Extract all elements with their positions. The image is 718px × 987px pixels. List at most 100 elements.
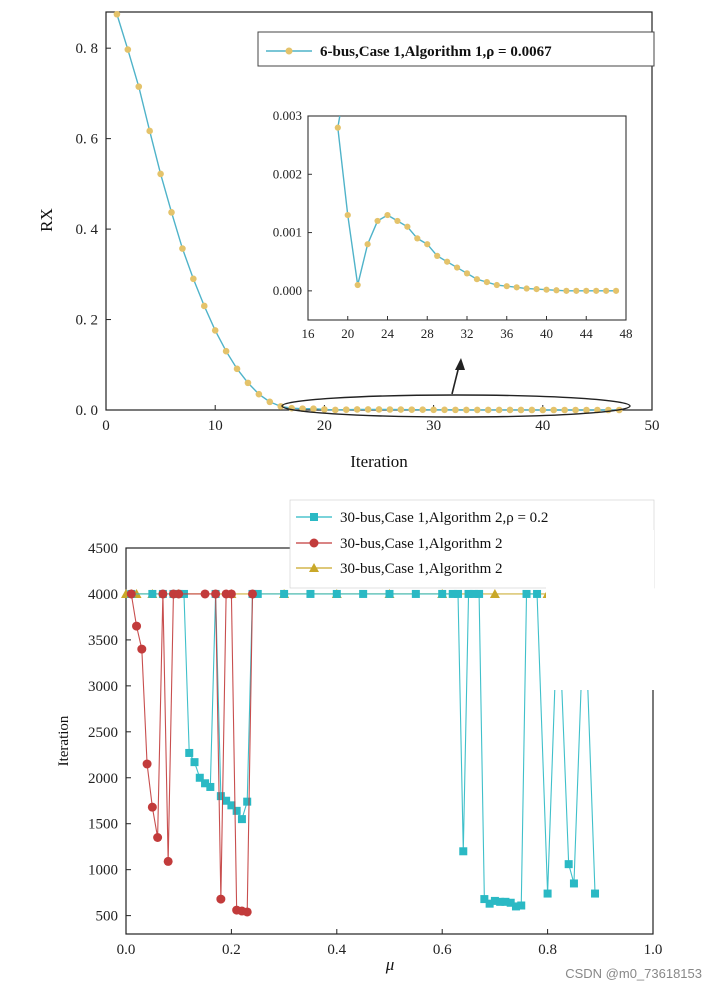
bottom-data-point-triangle xyxy=(489,588,500,598)
bottom-data-point-square xyxy=(448,589,457,598)
top-data-point xyxy=(583,406,590,414)
bottom-data-point-square xyxy=(222,796,231,805)
top-data-point xyxy=(386,406,394,413)
bottom-data-point-circle xyxy=(200,589,210,599)
bottom-data-point-square xyxy=(480,895,489,904)
watermark: CSDN @m0_73618153 xyxy=(565,966,702,981)
inset-data-point xyxy=(493,281,500,289)
bottom-data-point-square xyxy=(206,782,215,791)
top-legend-label: 6-bus,Case 1,Algorithm 1,ρ = 0.0067 xyxy=(320,44,552,60)
bottom-data-point-square xyxy=(232,806,241,815)
top-data-point xyxy=(200,302,208,310)
top-data-point xyxy=(364,406,372,413)
inset-data-point xyxy=(553,287,560,294)
inset-y-tick-label: 0.000 xyxy=(273,283,302,298)
top-x-tick-label: 50 xyxy=(645,418,660,434)
inset-series-group xyxy=(334,115,620,294)
inset-data-point xyxy=(543,286,550,293)
inset-data-point xyxy=(453,264,461,271)
inset-x-tick-label: 20 xyxy=(341,326,354,341)
top-data-point xyxy=(124,46,132,53)
top-data-point xyxy=(419,406,426,414)
top-data-point xyxy=(550,406,558,414)
inset-y-tick-label: 0.002 xyxy=(273,166,302,181)
bottom-y-tick-label: 500 xyxy=(96,909,119,925)
bottom-data-point-square xyxy=(411,589,420,598)
legend-mask xyxy=(546,530,654,690)
legend-marker-square xyxy=(310,513,318,521)
top-data-point xyxy=(190,275,197,283)
bottom-series-group xyxy=(121,588,600,917)
bottom-data-point-square xyxy=(237,815,246,824)
inset-data-point xyxy=(513,284,520,291)
bottom-data-point-square xyxy=(201,779,210,788)
top-chart: 0. 0 0. 2 0. 4 0. 6 0. 8 0 10 20 30 40 50 RX Iter… xyxy=(37,10,660,471)
inset-x-tick-label: 28 xyxy=(421,326,434,341)
top-data-point xyxy=(495,406,503,414)
bottom-x-tick-label: 0.0 xyxy=(117,942,136,958)
bottom-data-point-square xyxy=(591,889,600,898)
top-y-tick-label: 0. 0 xyxy=(76,403,99,419)
top-data-point xyxy=(299,405,306,412)
inset-x-tick-label: 36 xyxy=(500,326,514,341)
bottom-y-tick-label: 4000 xyxy=(88,587,118,603)
bottom-data-point-square xyxy=(543,889,552,898)
inset-x-tick-label: 32 xyxy=(461,326,474,341)
inset-data-point xyxy=(394,217,401,225)
bottom-y-tick-label: 2500 xyxy=(88,725,118,741)
legend-label-1: 30-bus,Case 1,Algorithm 2,ρ = 0.2 xyxy=(340,510,548,526)
inset-data-point xyxy=(583,287,590,294)
bottom-data-point-circle xyxy=(126,589,136,599)
top-data-point xyxy=(255,390,263,398)
bottom-data-point-square xyxy=(148,589,157,598)
top-data-point xyxy=(539,406,547,414)
bottom-data-point-square xyxy=(227,801,236,810)
top-data-point xyxy=(561,406,568,414)
inset-data-point xyxy=(612,287,620,294)
inset-y-ticks: 0.000 0.001 0.002 0.003 xyxy=(273,108,312,298)
inset-data-point xyxy=(483,279,490,286)
inset-data-point xyxy=(603,287,610,294)
top-data-point xyxy=(430,406,437,414)
bottom-data-point-square xyxy=(533,589,542,598)
bottom-data-point-circle xyxy=(132,621,142,631)
inset-chart: 0.000 0.001 0.002 0.003 16 20 24 28 32 36 40 44 48 xyxy=(273,108,633,341)
inset-y-tick-label: 0.001 xyxy=(273,225,302,240)
top-data-point xyxy=(441,406,448,414)
bottom-data-point-square xyxy=(459,847,468,856)
top-data-point xyxy=(517,406,525,414)
inset-data-point xyxy=(563,287,570,294)
bottom-data-point-circle xyxy=(142,759,152,769)
top-data-point xyxy=(135,83,143,90)
top-y-tick-label: 0. 4 xyxy=(76,222,99,238)
legend-label-3: 30-bus,Case 1,Algorithm 2 xyxy=(340,561,503,577)
bottom-data-point-circle xyxy=(247,589,257,599)
bottom-y-tick-label: 1000 xyxy=(88,863,118,879)
top-data-point xyxy=(244,379,252,387)
inset-data-point xyxy=(593,287,600,294)
top-data-point xyxy=(266,398,274,406)
top-y-tick-label: 0. 2 xyxy=(76,313,99,329)
bottom-y-tick-label: 1500 xyxy=(88,817,118,833)
bottom-data-point-square xyxy=(385,589,394,598)
top-data-point xyxy=(473,406,481,414)
top-data-point xyxy=(572,406,579,414)
top-data-point xyxy=(321,406,328,413)
inset-data-point xyxy=(414,235,421,242)
inset-data-point xyxy=(334,124,341,131)
top-x-axis-title: Iteration xyxy=(350,452,408,471)
top-data-point xyxy=(277,403,285,410)
inset-x-tick-label: 48 xyxy=(620,326,633,341)
top-legend-marker xyxy=(285,47,293,55)
bottom-data-point-circle xyxy=(137,644,147,654)
inset-x-ticks: 16 20 24 28 32 36 40 44 48 xyxy=(302,316,633,341)
bottom-x-tick-label: 0.8 xyxy=(538,942,557,958)
inset-data-point xyxy=(523,285,530,292)
bottom-data-point-circle xyxy=(147,802,157,812)
bottom-data-point-square xyxy=(185,748,194,757)
bottom-data-point-circle xyxy=(216,894,226,904)
top-data-point xyxy=(332,406,339,414)
bottom-data-point-square xyxy=(469,589,478,598)
top-data-point xyxy=(452,406,459,414)
bottom-data-point-square xyxy=(485,899,494,908)
